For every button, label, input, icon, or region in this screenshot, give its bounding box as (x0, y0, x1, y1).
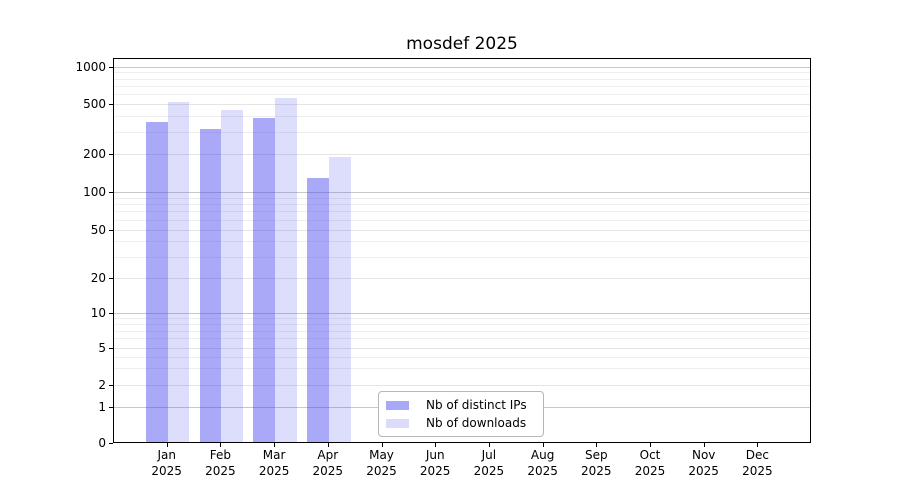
gridline-labeled (114, 154, 810, 156)
bar-jan-s1 (167, 102, 190, 442)
gridline-minor (114, 356, 810, 358)
bars-layer (114, 59, 810, 442)
gridline-minor (114, 323, 810, 325)
y-tick-label: 2 (98, 378, 106, 392)
bar-feb-s1 (221, 110, 244, 442)
bar-jan-s0 (145, 122, 168, 442)
x-tick-mark (488, 443, 490, 447)
y-tick-label: 1 (98, 400, 106, 414)
gridline-major (114, 66, 810, 68)
legend-swatch-distinct-ips (386, 400, 409, 410)
y-tick-mark (109, 192, 113, 193)
chart-title: mosdef 2025 (406, 34, 518, 54)
gridline-labeled (114, 347, 810, 349)
gridline-minor (114, 219, 810, 221)
x-tick-mark (274, 443, 276, 447)
x-tick-label-mar: Mar 2025 (258, 448, 290, 478)
gridline-minor (114, 94, 810, 96)
x-tick-label-may: May 2025 (366, 448, 397, 478)
x-tick-mark (381, 443, 383, 447)
x-tick-mark (596, 443, 598, 447)
gridline-minor (114, 78, 810, 80)
bar-feb-s0 (199, 128, 222, 442)
y-tick-mark (109, 443, 113, 444)
y-tick-mark (109, 385, 113, 386)
x-tick-label-aug: Aug 2025 (527, 448, 558, 478)
x-tick-label-sep: Sep 2025 (581, 448, 612, 478)
gridline-labeled (114, 278, 810, 279)
y-tick-label: 10 (90, 305, 106, 320)
y-tick-label: 0 (98, 436, 106, 450)
legend: Nb of distinct IPs Nb of downloads (378, 391, 544, 437)
gridline-minor (114, 330, 810, 332)
y-tick-mark (109, 278, 113, 279)
x-tick-label-nov: Nov 2025 (688, 448, 719, 478)
x-tick-mark (703, 443, 705, 447)
y-tick-mark (109, 104, 113, 106)
legend-entry-downloads: Nb of downloads (386, 415, 535, 431)
y-tick-mark (109, 154, 113, 156)
legend-label-distinct-ips: Nb of distinct IPs (426, 398, 527, 412)
plot-area (113, 58, 811, 443)
gridline-labeled (114, 229, 810, 231)
gridline-minor (114, 197, 810, 199)
y-tick-mark (109, 229, 113, 231)
x-tick-mark (435, 443, 437, 447)
gridline-minor (114, 204, 810, 206)
gridline-minor (114, 85, 810, 87)
gridline-minor (114, 368, 810, 370)
gridline-minor (114, 116, 810, 118)
x-tick-label-jul: Jul 2025 (473, 448, 505, 478)
bar-apr-s0 (307, 177, 329, 442)
x-tick-label-apr: Apr 2025 (312, 448, 344, 478)
legend-swatch-downloads (386, 418, 409, 428)
bar-apr-s1 (328, 157, 351, 442)
y-tick-mark (109, 347, 113, 349)
x-tick-mark (650, 443, 651, 447)
y-tick-mark (109, 66, 113, 68)
legend-label-downloads: Nb of downloads (426, 416, 527, 430)
bar-mar-s1 (275, 98, 297, 442)
bar-mar-s0 (253, 117, 276, 442)
gridline-minor (114, 241, 810, 243)
y-tick-label: 20 (90, 271, 106, 285)
x-tick-mark (327, 443, 329, 447)
x-tick-label-dec: Dec 2025 (742, 448, 773, 478)
gridline-minor (114, 256, 810, 258)
y-tick-label: 1000 (75, 59, 106, 74)
y-tick-label: 200 (83, 147, 106, 162)
y-tick-label: 100 (83, 185, 106, 199)
x-tick-label-oct: Oct 2025 (634, 448, 666, 478)
x-tick-mark (166, 443, 168, 447)
gridline-labeled (114, 104, 810, 106)
gridline-major (114, 312, 810, 314)
y-tick-mark (109, 312, 113, 314)
x-tick-mark (757, 443, 759, 447)
gridline-minor (114, 338, 810, 340)
gridline-minor (114, 132, 810, 134)
x-tick-label-feb: Feb 2025 (205, 448, 236, 478)
gridline-minor (114, 72, 810, 74)
gridline-minor (114, 317, 810, 319)
y-tick-label: 50 (90, 222, 106, 237)
y-tick-label: 5 (98, 340, 106, 355)
x-tick-label-jun: Jun 2025 (419, 448, 451, 478)
x-tick-mark (542, 443, 544, 447)
x-tick-label-jan: Jan 2025 (151, 448, 182, 478)
x-tick-mark (220, 443, 222, 447)
legend-entry-distinct-ips: Nb of distinct IPs (386, 397, 535, 413)
gridline-labeled (114, 385, 810, 386)
gridline-minor (114, 211, 810, 213)
y-tick-mark (109, 407, 113, 408)
gridline-major (114, 192, 810, 193)
y-tick-label: 500 (83, 97, 106, 112)
